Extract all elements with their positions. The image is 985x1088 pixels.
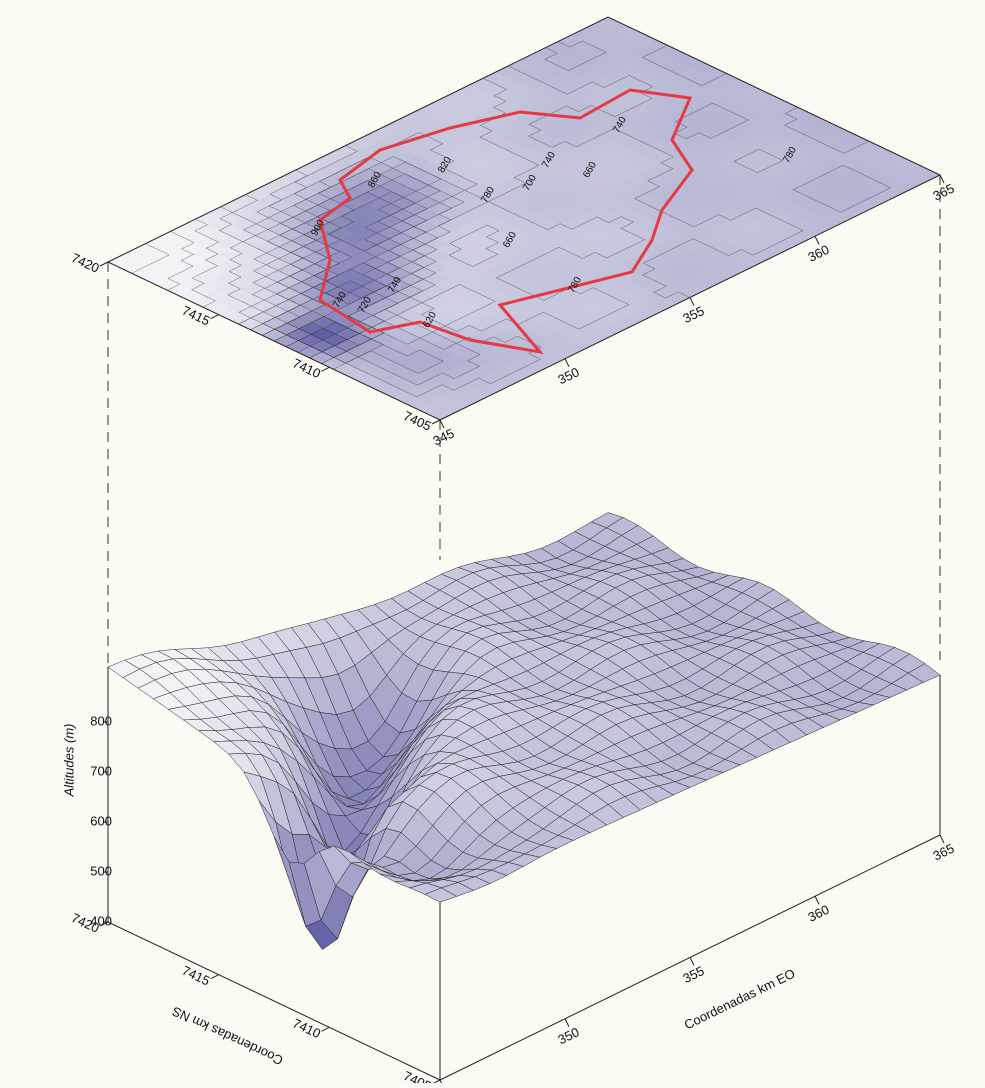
tick-mark: [565, 359, 569, 367]
ns-tick-label: 7420: [69, 250, 102, 276]
eo-tick-label: 365: [930, 181, 956, 204]
tick-mark: [690, 958, 694, 966]
z-tick-label: 600: [90, 813, 112, 828]
tick-mark: [940, 835, 944, 843]
eo-tick-label: 355: [680, 303, 706, 326]
tick-mark: [940, 175, 944, 183]
tick-mark: [690, 298, 694, 306]
ns-tick-label: 7415: [180, 963, 213, 989]
eo-tick-label: 360: [805, 242, 831, 265]
eo-tick-label: 360: [805, 902, 831, 925]
eo-tick-label: 365: [930, 841, 956, 864]
z-tick-label: 500: [90, 863, 112, 878]
ns-tick-label: 7405: [401, 1068, 434, 1083]
ns-axis-title: Coordenadas km NS: [169, 1004, 285, 1069]
surface-plot: [108, 513, 940, 1080]
z-tick-label: 400: [90, 913, 112, 928]
eo-tick-label: 350: [555, 1024, 581, 1047]
tick-mark: [440, 420, 444, 428]
z-tick-label: 700: [90, 763, 112, 778]
tick-mark: [815, 896, 819, 904]
tick-mark: [815, 236, 819, 244]
eo-tick-label: 350: [555, 364, 581, 387]
tick-mark: [565, 1019, 569, 1027]
figure: 8608209007807407006607407806207407207406…: [0, 0, 985, 1083]
eo-tick-label: 355: [680, 963, 706, 986]
z-axis-title: Altitudes (m): [61, 724, 76, 798]
ns-tick-label: 7410: [290, 1015, 323, 1041]
eo-tick-label: 345: [430, 426, 456, 449]
z-tick-label: 800: [90, 713, 112, 728]
